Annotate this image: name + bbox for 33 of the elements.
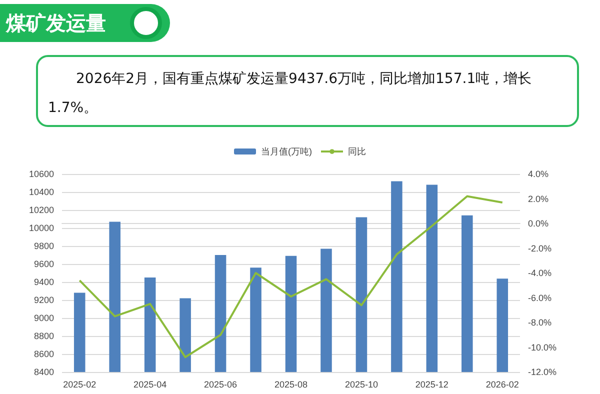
x-tick-label: 2026-02 <box>486 380 519 390</box>
y-tick-label: 9600 <box>34 259 54 269</box>
y2-tick-label: -10.0% <box>528 342 557 352</box>
y2-tick-label: 0.0% <box>528 218 549 228</box>
y-tick-label: 10000 <box>28 223 54 233</box>
x-tick-label: 2025-04 <box>134 380 167 390</box>
x-tick-label: 2025-10 <box>344 380 378 390</box>
y-tick-label: 8400 <box>34 367 54 377</box>
x-tick-label: 2025-06 <box>204 380 238 390</box>
y-tick-label: 8800 <box>34 331 54 341</box>
x-tick-label: 2025-12 <box>415 380 448 390</box>
legend-label: 同比 <box>348 146 366 156</box>
x-tick-label: 2025-02 <box>63 380 96 390</box>
y-tick-label: 9000 <box>34 313 54 323</box>
y2-tick-label: -12.0% <box>528 367 557 377</box>
y2-tick-label: -4.0% <box>528 268 552 278</box>
y2-tick-label: 2.0% <box>528 194 549 204</box>
y-tick-label: 10600 <box>28 169 54 179</box>
y2-tick-label: -2.0% <box>528 243 552 254</box>
y-tick-label: 9200 <box>34 295 54 305</box>
y2-tick-label: 4.0% <box>528 169 549 179</box>
chart-title: 煤矿发运量 <box>6 10 106 37</box>
y-tick-label: 9800 <box>34 241 54 251</box>
y2-tick-label: -6.0% <box>528 292 552 303</box>
y-tick-label: 9400 <box>34 277 54 287</box>
y-tick-label: 8600 <box>34 349 54 359</box>
y-tick-label: 10200 <box>28 205 54 215</box>
y-tick-label: 10400 <box>28 187 54 197</box>
y2-tick-label: -8.0% <box>528 318 552 328</box>
text: 2026年2月，国有重点煤矿发运量9437.6万吨，同比增加157.1吨，增长1.7%。 <box>36 55 579 127</box>
x-tick-label: 2025-08 <box>274 380 308 390</box>
legend-label: 当月值(万吨) <box>261 146 312 156</box>
line-series <box>78 195 504 358</box>
